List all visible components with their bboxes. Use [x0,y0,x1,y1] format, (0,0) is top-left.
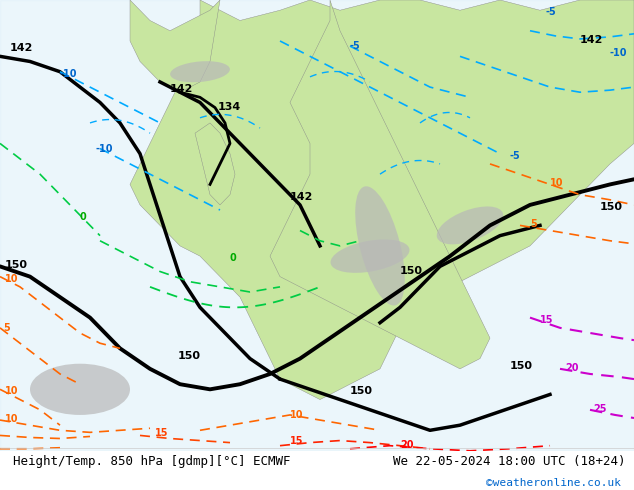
Text: 150: 150 [5,260,28,270]
Text: -10: -10 [610,49,628,58]
Text: 10: 10 [5,274,18,284]
Text: 150: 150 [178,350,201,361]
Text: 15: 15 [290,436,304,445]
Text: 142: 142 [290,192,313,202]
Ellipse shape [330,240,410,273]
Text: -5: -5 [510,151,521,161]
Text: 0: 0 [230,253,236,263]
Text: -5: -5 [545,7,556,17]
Text: We 22-05-2024 18:00 UTC (18+24): We 22-05-2024 18:00 UTC (18+24) [393,455,626,468]
Text: 150: 150 [400,266,423,275]
Ellipse shape [170,61,230,82]
Text: -10: -10 [95,144,112,154]
Text: 10: 10 [290,410,304,420]
Text: 20: 20 [565,363,578,373]
Text: 150: 150 [600,202,623,212]
Text: -5: -5 [350,41,361,51]
Polygon shape [195,123,235,205]
Text: 150: 150 [510,361,533,371]
Ellipse shape [30,364,130,415]
Text: 0: 0 [80,212,87,222]
Ellipse shape [437,206,503,245]
Text: 5: 5 [3,323,10,333]
Polygon shape [130,0,634,399]
Polygon shape [130,0,220,92]
Ellipse shape [355,186,404,305]
Text: 10: 10 [5,387,18,396]
Text: 142: 142 [170,84,193,94]
Text: 10: 10 [550,178,564,189]
Text: 142: 142 [580,35,604,45]
Text: Height/Temp. 850 hPa [gdmp][°C] ECMWF: Height/Temp. 850 hPa [gdmp][°C] ECMWF [13,455,290,468]
Text: 150: 150 [350,387,373,396]
Text: 20: 20 [400,440,413,450]
Text: 25: 25 [593,404,607,414]
Text: 15: 15 [155,428,169,439]
Text: -10: -10 [60,69,77,79]
Text: 134: 134 [218,101,242,112]
Text: 10: 10 [5,414,18,424]
Text: 142: 142 [10,43,34,53]
Text: ©weatheronline.co.uk: ©weatheronline.co.uk [486,478,621,489]
Polygon shape [270,0,490,369]
Text: 15: 15 [540,315,553,325]
Text: 5: 5 [530,220,537,229]
